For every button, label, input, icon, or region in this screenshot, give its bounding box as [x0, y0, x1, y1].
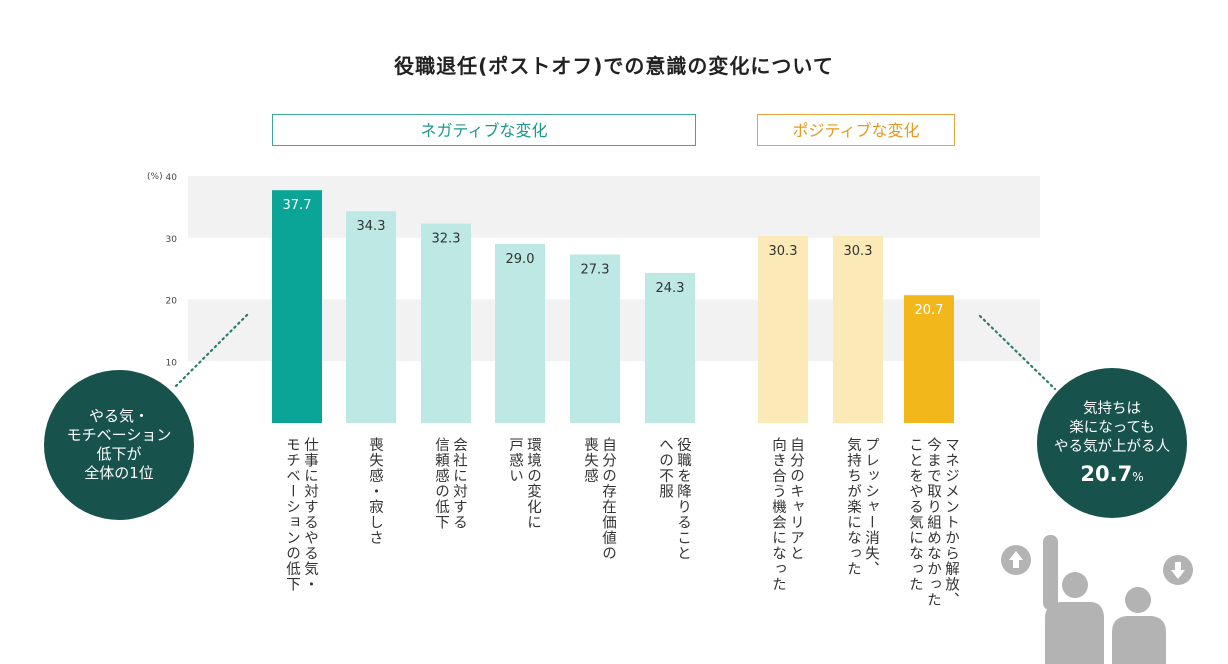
- bar-value-label: 37.7: [283, 198, 312, 213]
- chart-title: 役職退任(ポストオフ)での意識の変化について: [394, 54, 834, 78]
- bar-value-label: 34.3: [357, 219, 386, 234]
- y-tick-label: 30: [166, 235, 178, 245]
- down-arrow-icon: [1171, 562, 1185, 579]
- callout-right-line: やる気が上がる人: [1054, 438, 1170, 455]
- bar-value-label: 32.3: [432, 232, 461, 247]
- y-tick-label: 10: [166, 358, 178, 368]
- bar-value-label: 30.3: [844, 244, 873, 259]
- person-head-icon: [1062, 572, 1088, 598]
- callout-left-line: モチベーション: [66, 426, 172, 444]
- raised-arm-icon: [1043, 535, 1058, 610]
- grid-band: [188, 176, 1040, 238]
- callout-right-line: 楽になっても: [1069, 419, 1155, 436]
- callout-left-line: やる気・: [88, 407, 149, 425]
- category-label: 会社に対する 信頼感の低下: [433, 437, 467, 530]
- bar-value-label: 24.3: [656, 281, 685, 296]
- bar: [570, 254, 620, 423]
- callout-left: やる気・ モチベーション 低下が 全体の1位: [44, 370, 194, 520]
- bar-value-label: 20.7: [915, 303, 944, 318]
- negative-group-label: ネガティブな変化: [272, 114, 696, 146]
- callout-right-line: 気持ちは: [1083, 400, 1141, 417]
- up-arrow-icon: [1009, 551, 1023, 568]
- people-illustration: [1001, 535, 1193, 664]
- category-label: 自分のキャリアと 向き合う機会になった: [770, 437, 804, 592]
- bar-value-label: 27.3: [581, 262, 610, 277]
- callout-right-value: 20.7: [1080, 461, 1133, 486]
- callout-left-connector: [174, 312, 250, 388]
- y-tick-label: 20: [166, 297, 178, 307]
- callout-left-line: 低下が: [96, 445, 142, 463]
- category-label: 役職を降りること への不服: [657, 437, 691, 561]
- person-body-icon: [1112, 616, 1166, 664]
- y-axis-unit: (%): [147, 172, 163, 182]
- bar: [758, 235, 808, 423]
- category-label: マネジメントから解放、 今まで取り組めなかった ことをやる気になった: [907, 437, 959, 608]
- positive-group-label: ポジティブな変化: [757, 114, 955, 146]
- bar: [495, 243, 545, 423]
- category-label: 喪失感・寂しさ: [367, 437, 383, 546]
- bar: [421, 223, 471, 423]
- category-label: 環境の変化に 戸惑い: [507, 437, 541, 530]
- person-head-icon: [1125, 587, 1151, 613]
- bar-value-label: 29.0: [506, 252, 535, 267]
- callout-left-line: 全体の1位: [84, 464, 154, 482]
- category-label: プレッシャー消失、 気持ちが楽になった: [845, 437, 879, 577]
- bar: [272, 190, 322, 423]
- category-label: 仕事に対するやる気・ モチベーションの低下: [284, 437, 318, 592]
- bar: [904, 295, 954, 423]
- y-tick-label: 40: [166, 173, 178, 183]
- bar: [645, 272, 695, 423]
- callout-right-unit: %: [1132, 469, 1144, 484]
- person-body-icon: [1045, 602, 1104, 664]
- callout-right-value-row: 20.7%: [1080, 461, 1144, 487]
- bar: [833, 235, 883, 423]
- bar: [346, 211, 396, 423]
- bar-value-label: 30.3: [769, 244, 798, 259]
- callout-right-connector: [978, 314, 1057, 391]
- category-label: 自分の存在価値の 喪失感: [582, 437, 616, 561]
- callout-right: 気持ちは 楽になっても やる気が上がる人 20.7%: [1037, 368, 1187, 518]
